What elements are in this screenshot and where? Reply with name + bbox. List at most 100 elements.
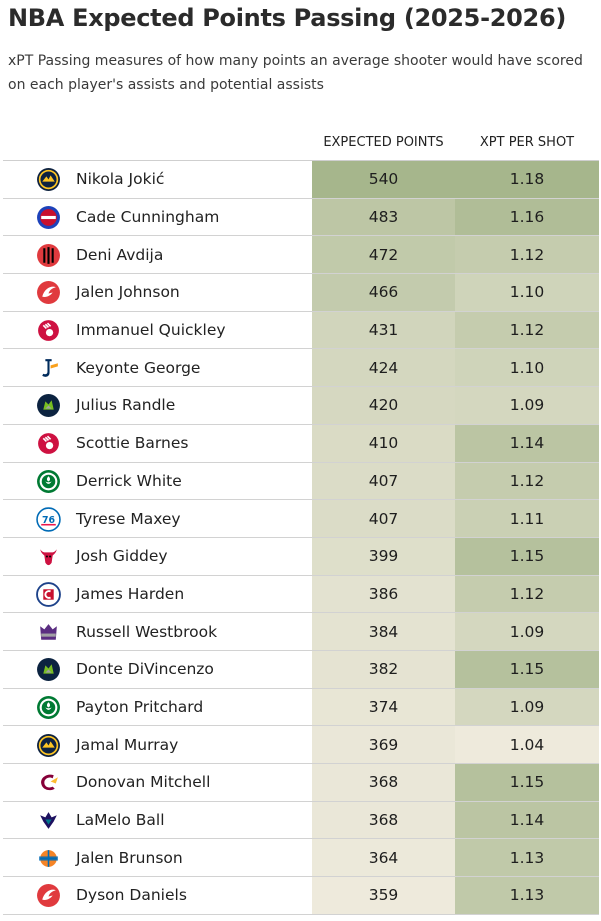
player-name: Deni Avdija bbox=[76, 245, 164, 264]
player-name: Immanuel Quickley bbox=[76, 321, 226, 340]
player-name: Donte DiVincenzo bbox=[76, 660, 214, 679]
page-title: NBA Expected Points Passing (2025-2026) bbox=[8, 4, 567, 32]
expected-points-cell: 364 bbox=[312, 839, 455, 877]
xpt-per-shot-cell: 1.13 bbox=[455, 839, 599, 877]
player-name: Russell Westbrook bbox=[76, 622, 218, 641]
xpt-per-shot-cell: 1.15 bbox=[455, 537, 599, 575]
table-row[interactable]: Jalen Brunson 364 1.13 bbox=[3, 839, 599, 878]
expected-points-cell: 407 bbox=[312, 500, 455, 537]
table-row[interactable]: Cade Cunningham 483 1.16 bbox=[3, 198, 599, 237]
xpt-per-shot-cell: 1.12 bbox=[455, 311, 599, 349]
minnesota-timberwolves-icon bbox=[36, 393, 61, 418]
expected-points-cell: 431 bbox=[312, 311, 455, 349]
column-header-expected-points[interactable]: EXPECTED POINTS bbox=[323, 135, 444, 150]
player-name: Donovan Mitchell bbox=[76, 773, 211, 792]
xpt-per-shot-cell: 1.15 bbox=[455, 764, 599, 801]
atlanta-hawks-icon bbox=[36, 280, 61, 305]
table-row[interactable]: Scottie Barnes 410 1.14 bbox=[3, 424, 599, 463]
expected-points-cell: 466 bbox=[312, 274, 455, 311]
expected-points-cell: 386 bbox=[312, 575, 455, 613]
player-name: Cade Cunningham bbox=[76, 208, 220, 227]
column-header-xpt-per-shot[interactable]: XPT PER SHOT bbox=[479, 135, 575, 150]
expected-points-cell: 368 bbox=[312, 801, 455, 839]
expected-points-cell: 368 bbox=[312, 764, 455, 801]
xpt-per-shot-cell: 1.12 bbox=[455, 236, 599, 274]
toronto-raptors-icon bbox=[36, 318, 61, 343]
expected-points-cell: 472 bbox=[312, 236, 455, 274]
utah-jazz-icon bbox=[36, 356, 61, 381]
xpt-per-shot-cell: 1.09 bbox=[455, 688, 599, 726]
player-name: James Harden bbox=[76, 584, 185, 603]
table-row[interactable]: Deni Avdija 472 1.12 bbox=[3, 236, 599, 275]
player-name: Derrick White bbox=[76, 471, 182, 490]
expected-points-cell: 374 bbox=[312, 688, 455, 726]
expected-points-cell: 384 bbox=[312, 613, 455, 650]
player-name: Payton Pritchard bbox=[76, 697, 204, 716]
chicago-bulls-icon bbox=[36, 544, 61, 569]
philadelphia-76ers-icon: 76 bbox=[36, 506, 61, 532]
table-row[interactable]: Josh Giddey 399 1.15 bbox=[3, 537, 599, 576]
table-row[interactable]: James Harden 386 1.12 bbox=[3, 575, 599, 614]
xpt-per-shot-cell: 1.10 bbox=[455, 349, 599, 387]
xpt-per-shot-cell: 1.14 bbox=[455, 424, 599, 462]
table-row[interactable]: Donte DiVincenzo 382 1.15 bbox=[3, 650, 599, 689]
denver-nuggets-icon bbox=[36, 733, 61, 758]
player-name: Jalen Johnson bbox=[76, 283, 180, 302]
xpt-per-shot-cell: 1.04 bbox=[455, 726, 599, 763]
table-row[interactable]: 76 Tyrese Maxey 407 1.11 bbox=[3, 500, 599, 538]
svg-text:76: 76 bbox=[42, 515, 56, 526]
toronto-raptors-icon bbox=[36, 431, 61, 456]
charlotte-hornets-icon bbox=[36, 808, 61, 833]
minnesota-timberwolves-icon bbox=[36, 657, 61, 682]
xpt-per-shot-cell: 1.09 bbox=[455, 613, 599, 650]
table-row[interactable]: Derrick White 407 1.12 bbox=[3, 462, 599, 501]
expected-points-cell: 369 bbox=[312, 726, 455, 763]
xpt-per-shot-cell: 1.13 bbox=[455, 877, 599, 914]
page-subtitle: xPT Passing measures of how many points … bbox=[8, 53, 583, 93]
table-row[interactable]: Russell Westbrook 384 1.09 bbox=[3, 613, 599, 651]
table-row[interactable]: Donovan Mitchell 368 1.15 bbox=[3, 764, 599, 802]
player-name: Nikola Jokić bbox=[76, 170, 165, 189]
xpt-per-shot-cell: 1.11 bbox=[455, 500, 599, 537]
stats-table: Nikola Jokić 540 1.18 Cade Cunningham 483 1.1… bbox=[3, 160, 599, 915]
sacramento-kings-icon bbox=[36, 620, 61, 645]
la-clippers-icon bbox=[36, 582, 61, 607]
player-name: Josh Giddey bbox=[76, 547, 168, 566]
expected-points-cell: 540 bbox=[312, 161, 455, 198]
atlanta-hawks-icon bbox=[36, 883, 61, 908]
player-name: LaMelo Ball bbox=[76, 811, 165, 830]
player-name: Jalen Brunson bbox=[76, 848, 183, 867]
table-row[interactable]: Keyonte George 424 1.10 bbox=[3, 349, 599, 388]
xpt-per-shot-cell: 1.14 bbox=[455, 801, 599, 839]
player-name: Scottie Barnes bbox=[76, 434, 189, 453]
new-york-knicks-icon bbox=[36, 846, 61, 871]
table-row[interactable]: Payton Pritchard 374 1.09 bbox=[3, 688, 599, 727]
expected-points-cell: 483 bbox=[312, 198, 455, 236]
boston-celtics-icon bbox=[36, 469, 61, 494]
player-name: Tyrese Maxey bbox=[76, 509, 181, 528]
table-row[interactable]: LaMelo Ball 368 1.14 bbox=[3, 801, 599, 840]
xpt-per-shot-cell: 1.09 bbox=[455, 387, 599, 424]
boston-celtics-icon bbox=[36, 695, 61, 720]
table-row[interactable]: Jamal Murray 369 1.04 bbox=[3, 726, 599, 764]
xpt-per-shot-cell: 1.18 bbox=[455, 161, 599, 198]
xpt-per-shot-cell: 1.16 bbox=[455, 198, 599, 236]
table-row[interactable]: Dyson Daniels 359 1.13 bbox=[3, 877, 599, 915]
expected-points-cell: 382 bbox=[312, 650, 455, 688]
portland-trail-blazers-icon bbox=[36, 243, 61, 268]
table-row[interactable]: Jalen Johnson 466 1.10 bbox=[3, 274, 599, 312]
detroit-pistons-icon bbox=[36, 205, 61, 230]
denver-nuggets-icon bbox=[36, 167, 61, 192]
xpt-per-shot-cell: 1.12 bbox=[455, 575, 599, 613]
xpt-per-shot-cell: 1.10 bbox=[455, 274, 599, 311]
player-name: Jamal Murray bbox=[76, 735, 179, 754]
expected-points-cell: 410 bbox=[312, 424, 455, 462]
table-row[interactable]: Nikola Jokić 540 1.18 bbox=[3, 161, 599, 199]
expected-points-cell: 399 bbox=[312, 537, 455, 575]
expected-points-cell: 424 bbox=[312, 349, 455, 387]
table-row[interactable]: Julius Randle 420 1.09 bbox=[3, 387, 599, 425]
player-name: Keyonte George bbox=[76, 358, 201, 377]
xpt-per-shot-cell: 1.15 bbox=[455, 650, 599, 688]
table-row[interactable]: Immanuel Quickley 431 1.12 bbox=[3, 311, 599, 350]
cleveland-cavaliers-icon bbox=[36, 770, 61, 795]
